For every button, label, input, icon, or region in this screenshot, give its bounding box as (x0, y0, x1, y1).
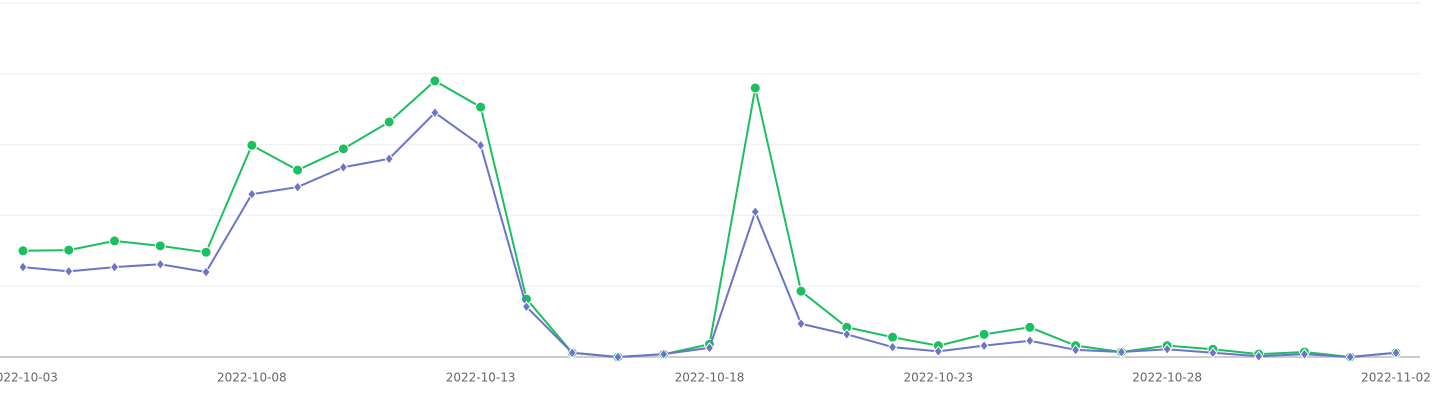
x-tick-label: 2022-10-08 (217, 371, 287, 385)
x-tick-label: 2022-10-13 (446, 371, 516, 385)
point (887, 331, 899, 343)
point (1208, 346, 1218, 359)
point (200, 246, 212, 258)
point (567, 346, 577, 359)
point (704, 341, 715, 354)
point (979, 339, 989, 352)
point (613, 351, 623, 363)
point (430, 106, 440, 119)
point (109, 261, 120, 273)
point (749, 82, 761, 94)
line (22, 79, 1397, 359)
point (521, 300, 532, 313)
point (1345, 351, 1355, 363)
x-tick-label: 2022-10-03 (0, 371, 58, 385)
point (64, 265, 74, 278)
point (750, 206, 760, 218)
line (22, 111, 1397, 359)
point (1391, 346, 1401, 359)
point (429, 75, 441, 87)
point (384, 152, 394, 165)
point (1116, 346, 1127, 358)
point (476, 139, 486, 152)
point (659, 348, 669, 360)
point (475, 101, 487, 113)
point (1162, 343, 1172, 356)
point (978, 328, 990, 340)
point (292, 164, 304, 176)
point (796, 317, 806, 330)
point (109, 235, 121, 247)
x-tick-label: 2022-10-28 (1132, 371, 1202, 385)
point (246, 139, 258, 151)
point (18, 261, 28, 273)
point (1299, 348, 1310, 360)
point (842, 328, 852, 341)
point (337, 143, 349, 155)
point (933, 345, 943, 358)
point (63, 244, 75, 256)
point (795, 285, 807, 297)
point (201, 266, 211, 278)
x-tick-label: 2022-11-02 (1361, 371, 1431, 385)
point (1070, 344, 1081, 356)
point (154, 240, 166, 252)
point (383, 116, 395, 128)
x-tick-label: 2022-10-18 (675, 371, 745, 385)
point (887, 341, 898, 353)
point (338, 161, 349, 174)
x-tick-label: 2022-10-23 (903, 371, 973, 385)
series (18, 106, 1401, 363)
point (1024, 321, 1036, 333)
series (17, 75, 1402, 363)
point (1025, 334, 1035, 347)
point (155, 258, 165, 271)
point (1254, 350, 1264, 363)
point (292, 181, 303, 193)
point (247, 188, 257, 200)
point (17, 245, 29, 257)
